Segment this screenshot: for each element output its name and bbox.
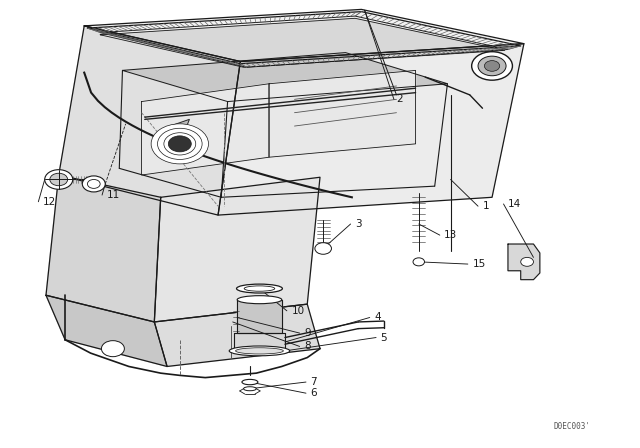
- Text: 8: 8: [304, 341, 310, 351]
- Text: 6: 6: [310, 388, 317, 398]
- Text: 2: 2: [396, 95, 403, 104]
- Polygon shape: [122, 52, 447, 102]
- Circle shape: [83, 176, 105, 192]
- Text: 7: 7: [310, 377, 317, 387]
- Polygon shape: [100, 16, 508, 67]
- Text: 9: 9: [304, 328, 310, 338]
- Circle shape: [88, 180, 100, 188]
- Polygon shape: [154, 177, 320, 322]
- Text: 4: 4: [374, 313, 381, 323]
- Circle shape: [478, 56, 506, 76]
- Circle shape: [101, 340, 124, 357]
- Text: 3: 3: [355, 219, 362, 229]
- Circle shape: [50, 173, 68, 186]
- Circle shape: [168, 136, 191, 152]
- Text: 14: 14: [508, 199, 521, 209]
- Circle shape: [315, 243, 332, 254]
- Ellipse shape: [242, 379, 258, 385]
- Circle shape: [164, 133, 196, 155]
- Text: 5: 5: [381, 332, 387, 343]
- Circle shape: [413, 258, 424, 266]
- Circle shape: [521, 258, 534, 266]
- Polygon shape: [46, 295, 167, 366]
- Polygon shape: [237, 300, 282, 333]
- Polygon shape: [84, 9, 524, 61]
- Text: D0EC003': D0EC003': [553, 422, 590, 431]
- Text: 11: 11: [106, 190, 120, 200]
- Text: 12: 12: [43, 197, 56, 207]
- Polygon shape: [46, 175, 161, 322]
- Polygon shape: [234, 333, 285, 351]
- Polygon shape: [269, 70, 415, 157]
- Polygon shape: [141, 84, 269, 175]
- Polygon shape: [218, 44, 524, 215]
- Text: 13: 13: [444, 230, 458, 240]
- Text: 1: 1: [483, 201, 489, 211]
- Ellipse shape: [229, 346, 290, 356]
- Polygon shape: [88, 12, 521, 64]
- Circle shape: [484, 60, 500, 71]
- Text: 15: 15: [473, 259, 486, 269]
- Polygon shape: [59, 26, 241, 215]
- Ellipse shape: [237, 296, 282, 304]
- Ellipse shape: [244, 387, 256, 391]
- Circle shape: [172, 138, 188, 149]
- Circle shape: [472, 52, 513, 80]
- Ellipse shape: [236, 348, 284, 354]
- Text: 10: 10: [291, 306, 305, 316]
- Circle shape: [45, 170, 73, 189]
- Polygon shape: [508, 244, 540, 280]
- Circle shape: [157, 128, 202, 159]
- Ellipse shape: [244, 286, 275, 291]
- Ellipse shape: [237, 284, 282, 293]
- Polygon shape: [154, 304, 320, 366]
- Polygon shape: [100, 18, 505, 67]
- Circle shape: [151, 124, 209, 164]
- Polygon shape: [164, 119, 189, 144]
